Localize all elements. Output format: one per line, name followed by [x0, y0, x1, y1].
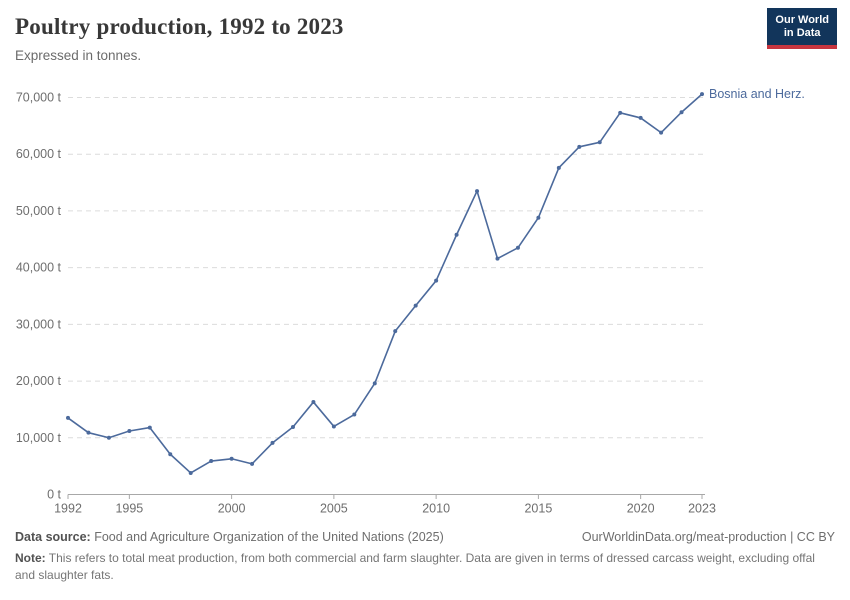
y-tick-label: 10,000 t	[16, 431, 62, 445]
data-point[interactable]	[127, 428, 132, 433]
data-point[interactable]	[515, 245, 520, 250]
data-source-label: Data source:	[15, 530, 91, 544]
chart-title: Poultry production, 1992 to 2023	[15, 14, 344, 39]
data-point[interactable]	[475, 189, 480, 194]
y-tick-label: 30,000 t	[16, 317, 62, 331]
footnote: Note: This refers to total meat producti…	[15, 550, 820, 585]
x-tick-label: 2020	[627, 502, 655, 516]
y-tick-label: 70,000 t	[16, 91, 62, 105]
data-point[interactable]	[413, 303, 418, 308]
y-tick-label: 60,000 t	[16, 147, 62, 161]
data-point[interactable]	[679, 110, 684, 115]
data-point[interactable]	[659, 130, 664, 135]
data-point[interactable]	[86, 430, 91, 435]
footnote-label: Note:	[15, 551, 46, 565]
data-point[interactable]	[66, 415, 70, 420]
data-point[interactable]	[434, 278, 439, 283]
data-point[interactable]	[290, 425, 295, 430]
series-end-label[interactable]: Bosnia and Herz.	[709, 87, 805, 101]
data-point[interactable]	[311, 400, 316, 405]
y-tick-label: 50,000 t	[16, 204, 62, 218]
data-point[interactable]	[618, 110, 623, 115]
y-tick-label: 0 t	[47, 488, 61, 502]
x-tick-label: 1995	[115, 502, 143, 516]
x-tick-label: 2015	[524, 502, 552, 516]
data-point[interactable]	[577, 144, 582, 149]
y-tick-label: 20,000 t	[16, 374, 62, 388]
data-point[interactable]	[331, 424, 336, 429]
footnote-text: This refers to total meat production, fr…	[15, 551, 815, 583]
data-point[interactable]	[536, 215, 541, 220]
footer: Data source: Food and Agriculture Organi…	[15, 530, 835, 585]
owid-logo-line1: Our World	[775, 14, 829, 26]
data-source: Data source: Food and Agriculture Organi…	[15, 530, 444, 544]
data-point[interactable]	[352, 412, 357, 417]
x-tick-label: 2010	[422, 502, 450, 516]
owid-logo[interactable]: Our World in Data	[767, 8, 837, 49]
data-point[interactable]	[147, 425, 152, 430]
data-point[interactable]	[209, 459, 214, 464]
data-point[interactable]	[372, 381, 377, 386]
citation-link[interactable]: OurWorldinData.org/meat-production | CC …	[581, 530, 835, 544]
data-point[interactable]	[393, 329, 398, 334]
data-point[interactable]	[597, 140, 602, 145]
data-point[interactable]	[454, 232, 459, 237]
x-tick-label: 2005	[320, 502, 348, 516]
data-point[interactable]	[168, 452, 173, 457]
data-point[interactable]	[638, 115, 643, 120]
chart-subtitle: Expressed in tonnes.	[15, 48, 142, 63]
data-source-text: Food and Agriculture Organization of the…	[94, 530, 444, 544]
data-point[interactable]	[495, 256, 500, 261]
data-point[interactable]	[106, 435, 111, 440]
x-tick-label: 1992	[54, 502, 82, 516]
data-point[interactable]	[556, 165, 561, 170]
x-tick-label: 2023	[688, 502, 716, 516]
data-point[interactable]	[700, 92, 704, 97]
owid-logo-line2: in Data	[783, 27, 821, 39]
data-point[interactable]	[270, 440, 275, 445]
series-line[interactable]	[67, 93, 703, 474]
chart-header: Poultry production, 1992 to 2023 Express…	[15, 14, 344, 63]
data-point[interactable]	[229, 456, 234, 461]
data-point[interactable]	[188, 470, 193, 475]
data-point[interactable]	[250, 461, 255, 466]
y-tick-label: 40,000 t	[16, 261, 62, 275]
line-chart[interactable]: 0 t 10,000 t 20,000 t 30,000 t 40,000 t 50,00…	[0, 0, 850, 528]
x-tick-label: 2000	[218, 502, 246, 516]
